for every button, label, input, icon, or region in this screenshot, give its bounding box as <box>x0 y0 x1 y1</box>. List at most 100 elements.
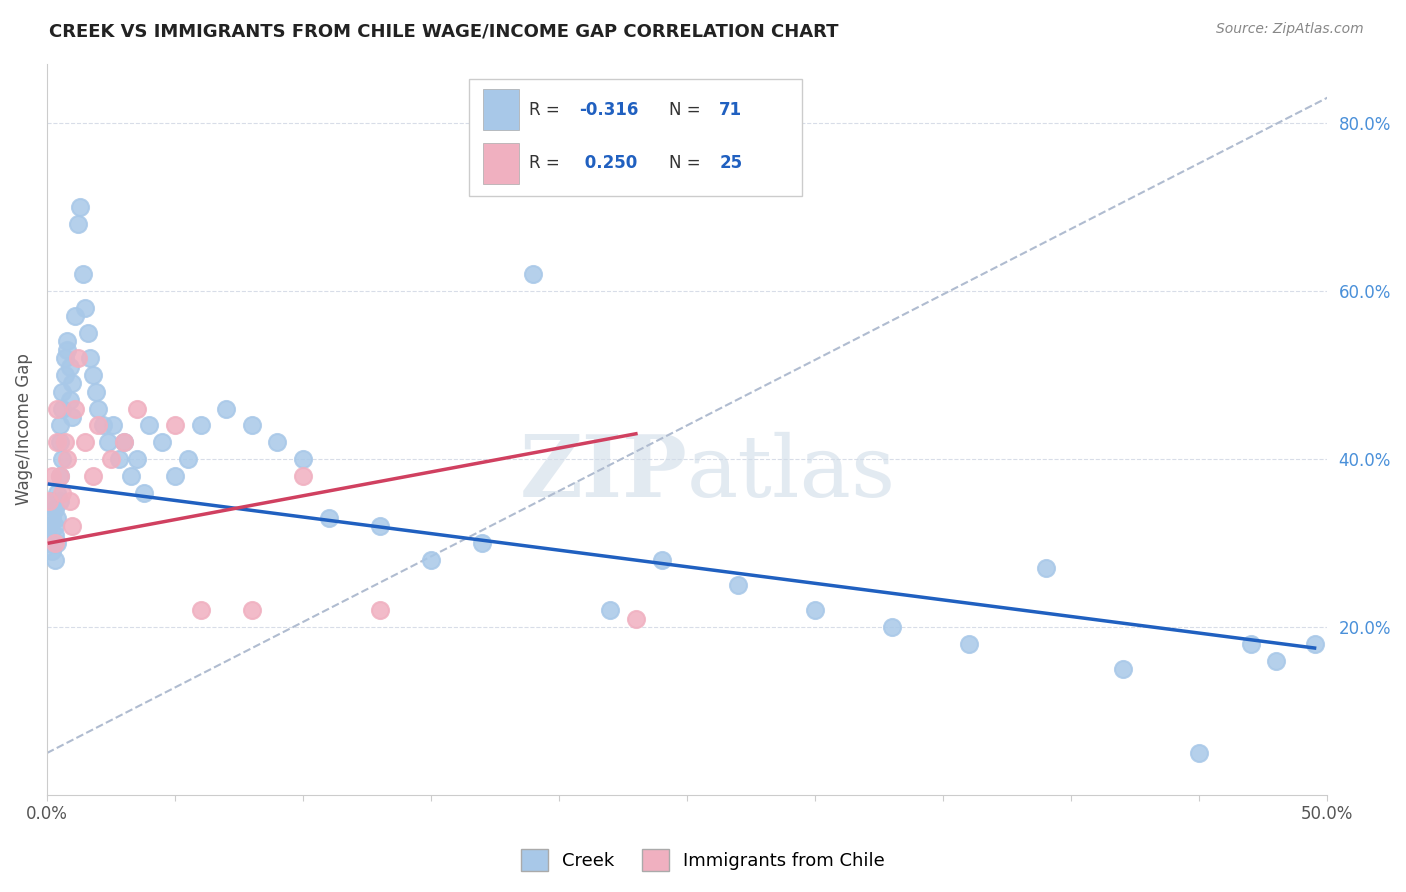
Point <box>240 418 263 433</box>
Point <box>41 468 63 483</box>
Point <box>56 334 79 349</box>
Point <box>75 301 97 315</box>
Point <box>1111 662 1133 676</box>
Point <box>291 468 314 483</box>
Point <box>63 401 86 416</box>
Point <box>53 368 76 382</box>
Point <box>177 452 200 467</box>
Point <box>97 435 120 450</box>
Point <box>51 485 73 500</box>
Point <box>957 637 980 651</box>
Point <box>240 603 263 617</box>
Text: ZIP: ZIP <box>519 432 688 516</box>
Point <box>1188 746 1211 760</box>
Point <box>727 578 749 592</box>
Point <box>120 468 142 483</box>
Point <box>41 544 63 558</box>
Point <box>44 536 66 550</box>
Point <box>46 401 69 416</box>
Point <box>112 435 135 450</box>
Point <box>41 510 63 524</box>
Point <box>804 603 827 617</box>
Point <box>138 418 160 433</box>
Point <box>53 351 76 366</box>
Point <box>56 452 79 467</box>
Point <box>163 418 186 433</box>
Point <box>1035 561 1057 575</box>
Text: Source: ZipAtlas.com: Source: ZipAtlas.com <box>1216 22 1364 37</box>
Point <box>44 519 66 533</box>
Point <box>134 485 156 500</box>
Point <box>53 435 76 450</box>
Point <box>318 510 340 524</box>
Point <box>44 502 66 516</box>
Point <box>82 468 104 483</box>
Point <box>66 351 89 366</box>
Point <box>107 452 129 467</box>
Point <box>46 536 69 550</box>
Point <box>112 435 135 450</box>
Point <box>84 384 107 399</box>
Point <box>1239 637 1261 651</box>
Point <box>190 603 212 617</box>
Point <box>59 494 82 508</box>
Point <box>51 401 73 416</box>
Point <box>63 309 86 323</box>
Text: atlas: atlas <box>688 432 896 515</box>
Point <box>48 494 70 508</box>
Point <box>100 452 122 467</box>
Legend: Creek, Immigrants from Chile: Creek, Immigrants from Chile <box>513 842 893 879</box>
Point <box>44 553 66 567</box>
Point <box>46 485 69 500</box>
Point <box>368 519 391 533</box>
Y-axis label: Wage/Income Gap: Wage/Income Gap <box>15 353 32 506</box>
Point <box>1303 637 1326 651</box>
Point <box>56 343 79 357</box>
Point <box>163 468 186 483</box>
Text: CREEK VS IMMIGRANTS FROM CHILE WAGE/INCOME GAP CORRELATION CHART: CREEK VS IMMIGRANTS FROM CHILE WAGE/INCO… <box>49 22 839 40</box>
Point <box>599 603 621 617</box>
Point <box>624 612 647 626</box>
Point <box>41 494 63 508</box>
Point <box>125 452 148 467</box>
Point <box>368 603 391 617</box>
Point <box>62 376 84 391</box>
Point <box>48 468 70 483</box>
Point <box>75 435 97 450</box>
Point <box>291 452 314 467</box>
Point <box>46 510 69 524</box>
Point <box>420 553 443 567</box>
Point <box>59 393 82 408</box>
Point <box>44 527 66 541</box>
Point <box>76 326 98 340</box>
Point <box>51 384 73 399</box>
Point <box>72 267 94 281</box>
Point <box>471 536 494 550</box>
Point <box>48 418 70 433</box>
Point <box>38 494 60 508</box>
Point <box>522 267 544 281</box>
Point <box>38 536 60 550</box>
Point <box>190 418 212 433</box>
Point <box>266 435 288 450</box>
Point <box>150 435 173 450</box>
Point <box>1265 654 1288 668</box>
Point <box>125 401 148 416</box>
Point <box>59 359 82 374</box>
Point <box>215 401 238 416</box>
Point <box>62 519 84 533</box>
Point <box>880 620 903 634</box>
Point <box>62 409 84 424</box>
Point <box>91 418 114 433</box>
Point <box>651 553 673 567</box>
Point <box>38 519 60 533</box>
Point <box>103 418 125 433</box>
Point <box>48 468 70 483</box>
Point <box>82 368 104 382</box>
Point <box>66 217 89 231</box>
Point <box>48 435 70 450</box>
Point <box>69 200 91 214</box>
Point <box>87 401 110 416</box>
Point <box>87 418 110 433</box>
Point <box>46 435 69 450</box>
